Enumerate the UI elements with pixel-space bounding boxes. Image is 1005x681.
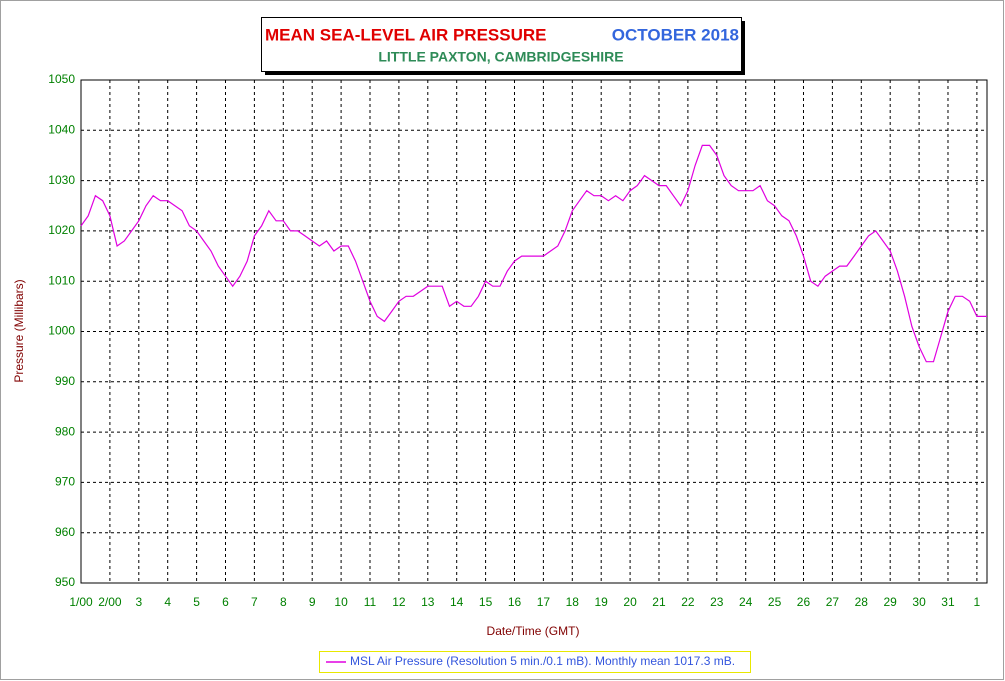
x-tick-label: 24 xyxy=(739,595,753,609)
x-tick-label: 1 xyxy=(974,595,981,609)
x-tick-label: 12 xyxy=(392,595,406,609)
x-tick-label: 2/00 xyxy=(98,595,122,609)
x-tick-label: 20 xyxy=(623,595,637,609)
x-tick-label: 17 xyxy=(537,595,551,609)
x-tick-label: 10 xyxy=(334,595,348,609)
y-tick-label: 1050 xyxy=(48,72,75,86)
x-tick-label: 18 xyxy=(566,595,580,609)
x-tick-label: 23 xyxy=(710,595,724,609)
y-tick-label: 1000 xyxy=(48,324,75,338)
chart-subtitle: LITTLE PAXTON, CAMBRIDGESHIRE xyxy=(378,49,623,65)
chart-period: OCTOBER 2018 xyxy=(612,25,739,44)
x-tick-label: 16 xyxy=(508,595,522,609)
x-tick-label: 19 xyxy=(595,595,609,609)
x-tick-label: 30 xyxy=(912,595,926,609)
x-tick-label: 13 xyxy=(421,595,435,609)
x-tick-label: 8 xyxy=(280,595,287,609)
y-tick-label: 1040 xyxy=(48,122,75,136)
plot-border xyxy=(80,79,988,584)
x-tick-label: 22 xyxy=(681,595,695,609)
y-tick-label: 970 xyxy=(55,475,75,489)
x-tick-label: 6 xyxy=(222,595,229,609)
x-tick-label: 28 xyxy=(855,595,869,609)
x-tick-label: 11 xyxy=(364,595,377,609)
legend-label: MSL Air Pressure (Resolution 5 min./0.1 … xyxy=(350,654,735,668)
x-tick-label: 29 xyxy=(884,595,898,609)
y-tick-label: 980 xyxy=(55,424,75,438)
x-axis-label: Date/Time (GMT) xyxy=(487,624,580,638)
y-axis-label: Pressure (Millibars) xyxy=(12,279,26,382)
x-tick-label: 9 xyxy=(309,595,316,609)
x-tick-label: 7 xyxy=(251,595,258,609)
y-tick-label: 1020 xyxy=(48,223,75,237)
x-tick-label: 26 xyxy=(797,595,811,609)
title-box xyxy=(261,17,742,72)
x-tick-label: 25 xyxy=(768,595,782,609)
y-tick-label: 1010 xyxy=(48,273,75,287)
y-tick-label: 960 xyxy=(55,525,75,539)
chart-title: MEAN SEA-LEVEL AIR PRESSURE xyxy=(265,25,547,44)
x-tick-label: 5 xyxy=(193,595,200,609)
x-tick-label: 1/00 xyxy=(69,595,93,609)
x-tick-label: 3 xyxy=(135,595,142,609)
y-tick-label: 1030 xyxy=(48,173,75,187)
y-tick-label: 950 xyxy=(55,575,75,589)
x-tick-label: 31 xyxy=(941,595,955,609)
x-tick-label: 27 xyxy=(826,595,840,609)
x-tick-label: 4 xyxy=(164,595,171,609)
x-tick-label: 15 xyxy=(479,595,493,609)
pressure-line xyxy=(80,144,987,363)
y-tick-label: 990 xyxy=(55,374,75,388)
x-tick-label: 14 xyxy=(450,595,464,609)
legend-box xyxy=(319,651,751,673)
x-tick-label: 21 xyxy=(652,595,666,609)
